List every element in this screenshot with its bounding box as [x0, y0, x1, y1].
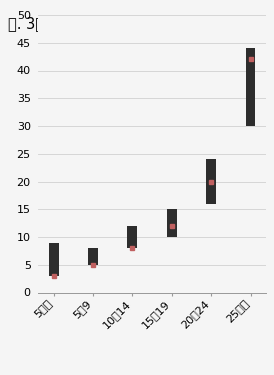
Bar [167, 209, 177, 237]
Text: 図. 3年後の動脈瘤の拡大リスク: 図. 3年後の動脈瘤の拡大リスク [8, 16, 141, 31]
Bar [88, 248, 98, 265]
Bar [206, 159, 216, 204]
Bar [246, 48, 255, 126]
Bar [127, 226, 137, 248]
Bar [49, 243, 59, 276]
